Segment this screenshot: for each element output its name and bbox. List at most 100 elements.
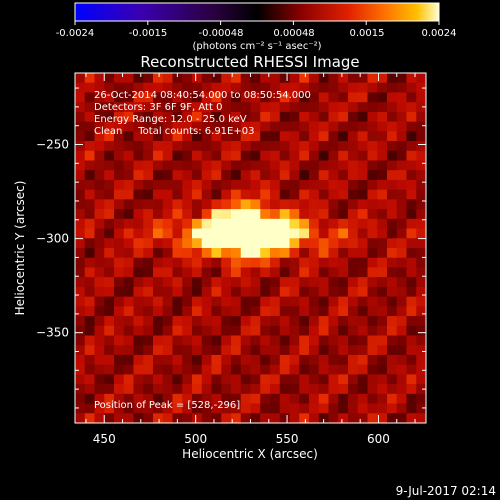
heatmap-cell xyxy=(123,189,135,200)
heatmap-cell xyxy=(94,131,105,142)
heatmap-cell xyxy=(406,345,417,356)
heatmap-cell xyxy=(143,160,154,171)
heatmap-cell xyxy=(133,218,144,230)
heatmap-cell xyxy=(299,277,310,288)
heatmap-cell xyxy=(416,82,426,94)
heatmap-cell xyxy=(104,364,115,375)
heatmap-cell xyxy=(133,209,144,220)
heatmap-cell xyxy=(104,296,115,307)
heatmap-cell xyxy=(318,218,330,230)
heatmap-cell xyxy=(270,111,281,123)
heatmap-cell xyxy=(270,179,281,191)
heatmap-cell xyxy=(416,111,426,123)
heatmap-cell xyxy=(348,131,359,142)
heatmap-cell xyxy=(377,141,388,152)
heatmap-cell xyxy=(367,277,378,288)
heatmap-cell xyxy=(367,374,378,385)
heatmap-cell xyxy=(123,82,135,94)
heatmap-cell xyxy=(192,228,203,239)
heatmap-cell xyxy=(406,111,417,123)
heatmap-cell xyxy=(396,364,408,375)
heatmap-cell xyxy=(182,141,193,152)
heatmap-cell xyxy=(309,267,320,278)
heatmap-cell xyxy=(94,238,105,249)
heatmap-cell xyxy=(211,384,222,395)
heatmap-cell xyxy=(221,413,232,423)
heatmap-cell xyxy=(123,121,135,132)
heatmap-cell xyxy=(387,364,398,375)
heatmap-cell xyxy=(153,354,164,366)
heatmap-cell xyxy=(84,267,96,278)
heatmap-cell xyxy=(377,150,388,162)
heatmap-cell xyxy=(406,228,417,239)
heatmap-cell xyxy=(172,111,183,123)
heatmap-cell xyxy=(123,150,135,162)
heatmap-cell xyxy=(192,267,203,278)
heatmap-cell xyxy=(260,277,271,288)
heatmap-cell xyxy=(221,345,232,356)
heatmap-cell xyxy=(182,209,193,220)
heatmap-cell xyxy=(201,345,213,356)
heatmap-cell xyxy=(94,316,105,327)
heatmap-cell xyxy=(260,335,271,346)
heatmap-cell xyxy=(182,160,193,171)
heatmap-cell xyxy=(338,316,349,327)
heatmap-cell xyxy=(114,248,125,259)
heatmap-cell xyxy=(406,238,417,249)
heatmap-cell xyxy=(299,413,310,423)
heatmap-cell xyxy=(143,111,154,123)
heatmap-cell xyxy=(94,267,105,278)
heatmap-cell xyxy=(192,384,203,395)
heatmap-cell xyxy=(270,199,281,210)
heatmap-cell xyxy=(387,73,398,84)
heatmap-cell xyxy=(94,393,105,405)
heatmap-cell xyxy=(221,364,232,375)
x-tick-label: 450 xyxy=(93,432,116,446)
heatmap-cell xyxy=(416,286,426,298)
heatmap-cell xyxy=(377,335,388,346)
heatmap-cell xyxy=(250,393,261,405)
heatmap-cell xyxy=(75,403,86,414)
heatmap-cell xyxy=(143,92,154,103)
heatmap-cell xyxy=(211,189,222,200)
heatmap-cell xyxy=(162,209,174,220)
heatmap-cell xyxy=(84,92,96,103)
heatmap-cell xyxy=(348,335,359,346)
heatmap-cell xyxy=(260,257,271,269)
heatmap-cell xyxy=(84,160,96,171)
heatmap-cell xyxy=(123,170,135,181)
heatmap-cell xyxy=(406,393,417,405)
heatmap-cell xyxy=(416,316,426,327)
heatmap-cell xyxy=(250,199,261,210)
heatmap-cell xyxy=(367,238,378,249)
heatmap-cell xyxy=(250,238,261,249)
heatmap-cell xyxy=(367,218,378,230)
heatmap-cell xyxy=(221,316,232,327)
heatmap-cell xyxy=(182,257,193,269)
heatmap-cell xyxy=(84,384,96,395)
heatmap-cell xyxy=(192,335,203,346)
heatmap-cell xyxy=(172,82,183,94)
heatmap-cell xyxy=(240,306,252,317)
heatmap-cell xyxy=(172,345,183,356)
heatmap-cell xyxy=(94,364,105,375)
heatmap-cell xyxy=(309,364,320,375)
heatmap-cell xyxy=(377,345,388,356)
heatmap-cell xyxy=(260,199,271,210)
heatmap-cell xyxy=(211,82,222,94)
heatmap-cell xyxy=(104,102,115,113)
heatmap-cell xyxy=(201,306,213,317)
heatmap-cell xyxy=(318,228,330,239)
heatmap-cell xyxy=(309,179,320,191)
heatmap-cell xyxy=(318,238,330,249)
heatmap-cell xyxy=(240,218,252,230)
heatmap-cell xyxy=(240,238,252,249)
heatmap-cell xyxy=(182,199,193,210)
heatmap-cell xyxy=(299,296,310,307)
heatmap-cell xyxy=(240,325,252,337)
heatmap-cell xyxy=(192,306,203,317)
heatmap-cell xyxy=(211,228,222,239)
heatmap-cell xyxy=(192,131,203,142)
heatmap-cell xyxy=(133,316,144,327)
heatmap-cell xyxy=(231,218,242,230)
